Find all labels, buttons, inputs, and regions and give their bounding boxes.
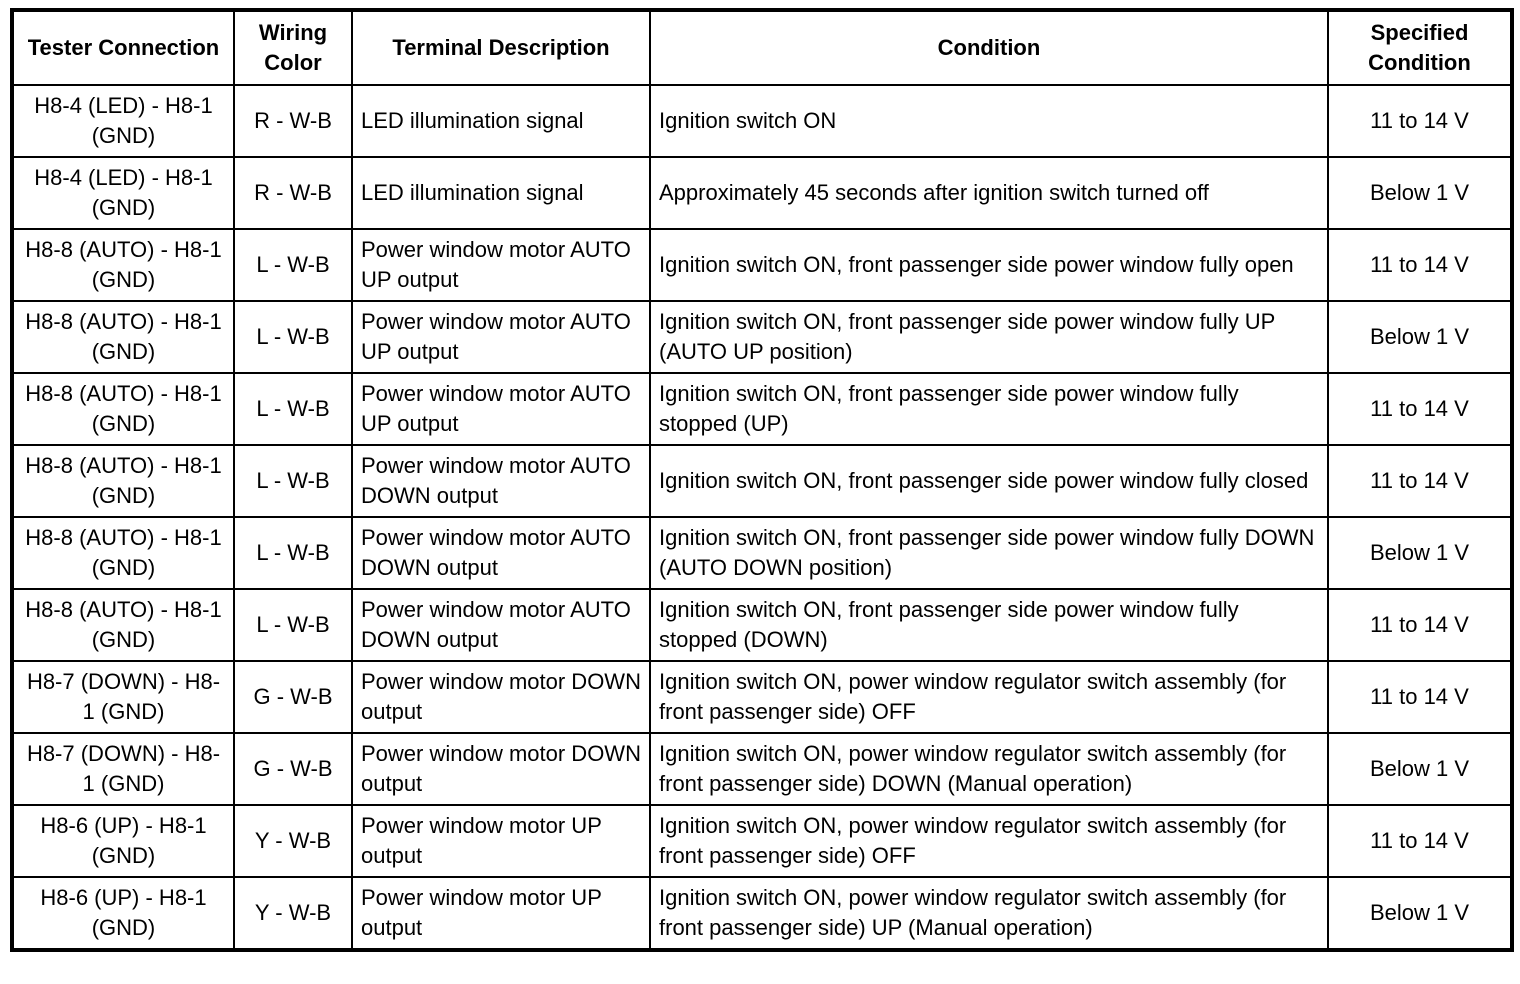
cell-terminal-description: Power window motor DOWN output: [351, 660, 651, 734]
cell-condition: Ignition switch ON, front passenger side…: [649, 588, 1329, 662]
tester-spec-table: Tester Connection Wiring Color Terminal …: [10, 8, 1514, 952]
cell-condition: Ignition switch ON, power window regulat…: [649, 660, 1329, 734]
table-row: H8-8 (AUTO) - H8-1 (GND) L - W-B Power win…: [11, 444, 1513, 518]
cell-wiring-color: Y - W-B: [233, 876, 353, 951]
cell-specified-condition: 11 to 14 V: [1327, 660, 1513, 734]
cell-wiring-color: L - W-B: [233, 444, 353, 518]
table-row: H8-8 (AUTO) - H8-1 (GND) L - W-B Power win…: [11, 300, 1513, 374]
cell-tester-connection: H8-6 (UP) - H8-1 (GND): [11, 876, 235, 951]
cell-tester-connection: H8-7 (DOWN) - H8-1 (GND): [11, 732, 235, 806]
cell-terminal-description: Power window motor AUTO UP output: [351, 300, 651, 374]
cell-tester-connection: H8-6 (UP) - H8-1 (GND): [11, 804, 235, 878]
cell-tester-connection: H8-8 (AUTO) - H8-1 (GND): [11, 444, 235, 518]
cell-condition: Ignition switch ON, front passenger side…: [649, 228, 1329, 302]
cell-wiring-color: L - W-B: [233, 300, 353, 374]
table-row: H8-8 (AUTO) - H8-1 (GND) L - W-B Power win…: [11, 372, 1513, 446]
cell-terminal-description: Power window motor DOWN output: [351, 732, 651, 806]
cell-wiring-color: L - W-B: [233, 372, 353, 446]
header-terminal-description: Terminal Description: [351, 9, 651, 86]
cell-tester-connection: H8-4 (LED) - H8-1 (GND): [11, 84, 235, 158]
table-header: Tester Connection Wiring Color Terminal …: [11, 9, 1513, 86]
header-condition: Condition: [649, 9, 1329, 86]
cell-specified-condition: 11 to 14 V: [1327, 444, 1513, 518]
cell-condition: Ignition switch ON: [649, 84, 1329, 158]
cell-tester-connection: H8-7 (DOWN) - H8-1 (GND): [11, 660, 235, 734]
cell-specified-condition: Below 1 V: [1327, 156, 1513, 230]
cell-tester-connection: H8-8 (AUTO) - H8-1 (GND): [11, 300, 235, 374]
table-row: H8-8 (AUTO) - H8-1 (GND) L - W-B Power win…: [11, 588, 1513, 662]
table-row: H8-8 (AUTO) - H8-1 (GND) L - W-B Power win…: [11, 228, 1513, 302]
cell-tester-connection: H8-8 (AUTO) - H8-1 (GND): [11, 516, 235, 590]
cell-specified-condition: Below 1 V: [1327, 876, 1513, 951]
cell-specified-condition: Below 1 V: [1327, 300, 1513, 374]
cell-wiring-color: R - W-B: [233, 84, 353, 158]
cell-specified-condition: 11 to 14 V: [1327, 588, 1513, 662]
cell-condition: Ignition switch ON, power window regulat…: [649, 804, 1329, 878]
table-row: H8-7 (DOWN) - H8-1 (GND) G - W-B Power win…: [11, 732, 1513, 806]
cell-terminal-description: Power window motor AUTO DOWN output: [351, 444, 651, 518]
cell-specified-condition: 11 to 14 V: [1327, 228, 1513, 302]
table-row: H8-8 (AUTO) - H8-1 (GND) L - W-B Power win…: [11, 516, 1513, 590]
cell-terminal-description: Power window motor UP output: [351, 876, 651, 951]
cell-specified-condition: 11 to 14 V: [1327, 804, 1513, 878]
table-row: H8-6 (UP) - H8-1 (GND) Y - W-B Power windo…: [11, 876, 1513, 951]
cell-specified-condition: 11 to 14 V: [1327, 84, 1513, 158]
cell-wiring-color: G - W-B: [233, 732, 353, 806]
header-row: Tester Connection Wiring Color Terminal …: [11, 9, 1513, 86]
cell-condition: Ignition switch ON, power window regulat…: [649, 732, 1329, 806]
header-specified-condition: Specified Condition: [1327, 9, 1513, 86]
cell-terminal-description: Power window motor AUTO DOWN output: [351, 588, 651, 662]
cell-terminal-description: Power window motor UP output: [351, 804, 651, 878]
cell-tester-connection: H8-8 (AUTO) - H8-1 (GND): [11, 588, 235, 662]
cell-terminal-description: Power window motor AUTO UP output: [351, 228, 651, 302]
cell-wiring-color: R - W-B: [233, 156, 353, 230]
cell-tester-connection: H8-8 (AUTO) - H8-1 (GND): [11, 228, 235, 302]
cell-wiring-color: G - W-B: [233, 660, 353, 734]
cell-condition: Ignition switch ON, front passenger side…: [649, 300, 1329, 374]
cell-wiring-color: L - W-B: [233, 228, 353, 302]
cell-tester-connection: H8-8 (AUTO) - H8-1 (GND): [11, 372, 235, 446]
table-body: H8-4 (LED) - H8-1 (GND) R - W-B LED illumi…: [11, 84, 1513, 951]
cell-condition: Ignition switch ON, front passenger side…: [649, 516, 1329, 590]
table-row: H8-4 (LED) - H8-1 (GND) R - W-B LED illumi…: [11, 84, 1513, 158]
cell-specified-condition: Below 1 V: [1327, 516, 1513, 590]
cell-wiring-color: L - W-B: [233, 588, 353, 662]
cell-condition: Ignition switch ON, front passenger side…: [649, 444, 1329, 518]
cell-condition: Approximately 45 seconds after ignition …: [649, 156, 1329, 230]
cell-tester-connection: H8-4 (LED) - H8-1 (GND): [11, 156, 235, 230]
cell-specified-condition: 11 to 14 V: [1327, 372, 1513, 446]
header-tester-connection: Tester Connection: [11, 9, 235, 86]
cell-wiring-color: Y - W-B: [233, 804, 353, 878]
cell-terminal-description: LED illumination signal: [351, 156, 651, 230]
cell-terminal-description: Power window motor AUTO DOWN output: [351, 516, 651, 590]
cell-terminal-description: LED illumination signal: [351, 84, 651, 158]
cell-condition: Ignition switch ON, front passenger side…: [649, 372, 1329, 446]
table-row: H8-4 (LED) - H8-1 (GND) R - W-B LED illumi…: [11, 156, 1513, 230]
header-wiring-color: Wiring Color: [233, 9, 353, 86]
cell-specified-condition: Below 1 V: [1327, 732, 1513, 806]
cell-terminal-description: Power window motor AUTO UP output: [351, 372, 651, 446]
table-row: H8-6 (UP) - H8-1 (GND) Y - W-B Power windo…: [11, 804, 1513, 878]
cell-wiring-color: L - W-B: [233, 516, 353, 590]
cell-condition: Ignition switch ON, power window regulat…: [649, 876, 1329, 951]
table-row: H8-7 (DOWN) - H8-1 (GND) G - W-B Power win…: [11, 660, 1513, 734]
